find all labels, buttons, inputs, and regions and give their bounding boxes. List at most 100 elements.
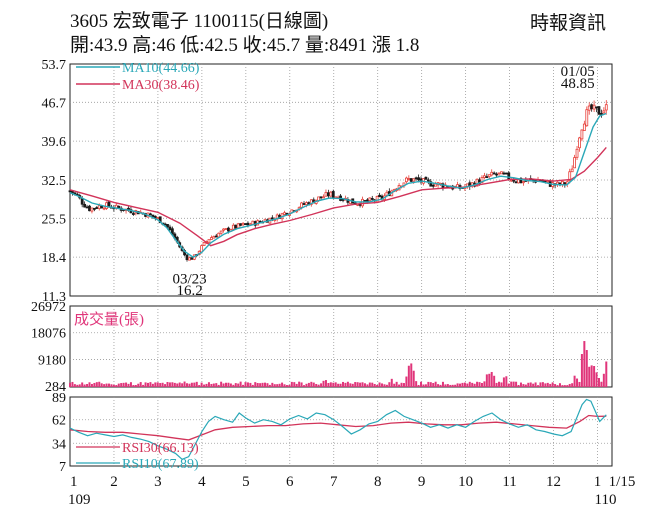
candle-up	[570, 168, 574, 173]
volume-bar	[373, 383, 376, 387]
price-tick-label: 46.7	[42, 96, 67, 111]
candle-down	[117, 205, 121, 209]
volume-bar	[344, 382, 347, 387]
candle-down	[85, 206, 89, 209]
volume-bar	[588, 366, 591, 387]
volume-bar	[595, 372, 598, 387]
candle-up	[90, 207, 94, 212]
candle-down	[185, 254, 189, 261]
volume-bar	[193, 382, 196, 387]
volume-bar	[495, 382, 498, 387]
candle-up	[236, 223, 240, 229]
volume-bar	[178, 382, 181, 387]
candle-up	[522, 181, 525, 184]
price-tick-label: 32.5	[42, 174, 67, 189]
candle-up	[497, 172, 501, 175]
volume-title: 成交量(張)	[74, 310, 144, 328]
volume-bar	[461, 382, 464, 387]
candle-up	[102, 207, 106, 210]
volume-bar	[422, 384, 425, 387]
volume-bar	[327, 383, 330, 387]
volume-bar	[307, 382, 310, 387]
volume-bar	[400, 382, 403, 387]
volume-bar	[376, 384, 379, 387]
volume-bar	[415, 381, 418, 387]
candle-down	[426, 179, 430, 182]
volume-bar	[444, 384, 447, 387]
candle-up	[483, 175, 486, 178]
x-tick-label: 2	[110, 474, 118, 490]
candle-down	[495, 173, 498, 176]
volume-bar	[383, 384, 386, 387]
source-label: 時報資訊	[530, 13, 607, 34]
volume-bar	[264, 382, 267, 387]
volume-bar	[190, 382, 193, 387]
volume-bar	[115, 385, 118, 387]
candle-up	[602, 110, 606, 114]
candle-up	[241, 222, 245, 226]
candle-down	[131, 213, 135, 215]
volume-bar	[310, 381, 313, 387]
rsi-tick-label: 89	[52, 391, 66, 406]
volume-bar	[466, 383, 469, 387]
candle-down	[502, 172, 506, 175]
candle-up	[407, 178, 411, 180]
price-tick-label: 53.7	[42, 58, 67, 73]
volume-bar	[156, 382, 159, 387]
x-tick-label: 7	[330, 474, 338, 490]
ma30-line	[69, 146, 607, 247]
volume-bar	[93, 382, 96, 387]
candle-down	[414, 177, 418, 180]
candle-up	[578, 137, 581, 149]
price-tick-label: 11.3	[42, 290, 66, 305]
volume-bar	[405, 376, 408, 387]
volume-bar	[212, 383, 215, 387]
volume-bar	[349, 383, 352, 387]
candle-up	[434, 183, 438, 187]
volume-bar	[420, 381, 423, 387]
volume-bar	[417, 385, 420, 387]
candle-down	[190, 257, 194, 260]
volume-bar	[563, 385, 566, 387]
volume-bar	[561, 385, 564, 387]
candle-down	[378, 194, 381, 197]
volume-bar	[590, 365, 593, 387]
candle-up	[487, 174, 491, 177]
candle-down	[514, 181, 518, 184]
volume-tick-label: 284	[45, 380, 66, 395]
volume-bar	[597, 378, 600, 387]
volume-bar	[368, 382, 371, 387]
volume-bar	[176, 383, 179, 387]
candle-up	[219, 230, 223, 234]
price-annotation: 03/23	[172, 271, 206, 287]
volume-bar	[402, 383, 405, 387]
volume-bar	[154, 382, 157, 387]
rsi10-line	[69, 398, 607, 460]
volume-bar	[271, 382, 274, 387]
volume-bar	[108, 383, 111, 387]
volume-bar	[463, 382, 466, 387]
candle-up	[582, 123, 586, 131]
candle-up	[222, 228, 225, 231]
volume-bar	[139, 382, 142, 387]
volume-tick-label: 18076	[31, 327, 66, 342]
volume-bar	[166, 382, 169, 387]
volume-bar	[429, 382, 432, 387]
volume-bar	[222, 383, 225, 387]
volume-bar	[437, 384, 440, 387]
candle-down	[83, 203, 87, 208]
volume-bar	[134, 384, 137, 387]
volume-bar	[427, 381, 430, 387]
volume-bar	[215, 383, 218, 387]
volume-bar	[378, 382, 381, 387]
volume-bar	[266, 383, 269, 387]
volume-bar	[451, 384, 454, 387]
volume-bar	[449, 384, 452, 387]
volume-bar	[144, 382, 147, 387]
volume-bar	[356, 382, 359, 387]
candle-up	[305, 202, 308, 206]
candle-down	[365, 199, 369, 202]
volume-bar	[78, 384, 81, 387]
volume-bar	[278, 383, 281, 387]
